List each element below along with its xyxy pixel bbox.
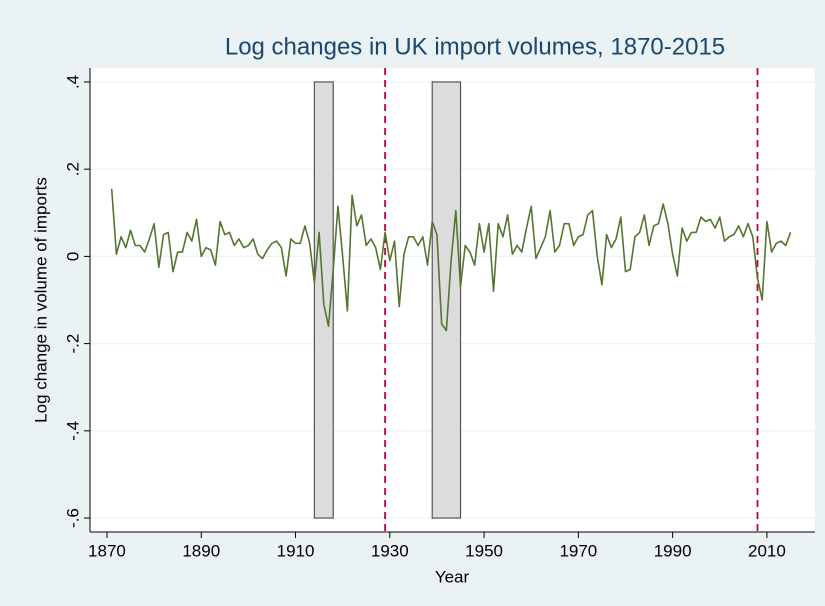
x-tick-label: 1890 — [182, 541, 220, 560]
y-tick-label: 0 — [63, 252, 82, 261]
x-axis-title: Year — [435, 567, 470, 586]
x-tick-label: 1970 — [559, 541, 597, 560]
y-tick-label: .2 — [63, 162, 82, 176]
x-tick-label: 1930 — [371, 541, 409, 560]
x-tick-label: 1990 — [654, 541, 692, 560]
x-tick-label: 1910 — [277, 541, 315, 560]
y-tick-label: -.6 — [63, 508, 82, 528]
data-line — [110, 188, 792, 332]
x-tick-label: 1950 — [465, 541, 503, 560]
y-axis-title: Log change in volume of imports — [31, 177, 50, 423]
y-tick-label: .4 — [63, 75, 82, 89]
y-tick-label: -.2 — [63, 334, 82, 354]
x-tick-label: 1870 — [88, 541, 126, 560]
shaded-period — [431, 81, 462, 519]
chart-title: Log changes in UK import volumes, 1870-2… — [225, 33, 725, 60]
y-tick-label: -.4 — [63, 421, 82, 441]
x-tick-label: 2010 — [748, 541, 786, 560]
